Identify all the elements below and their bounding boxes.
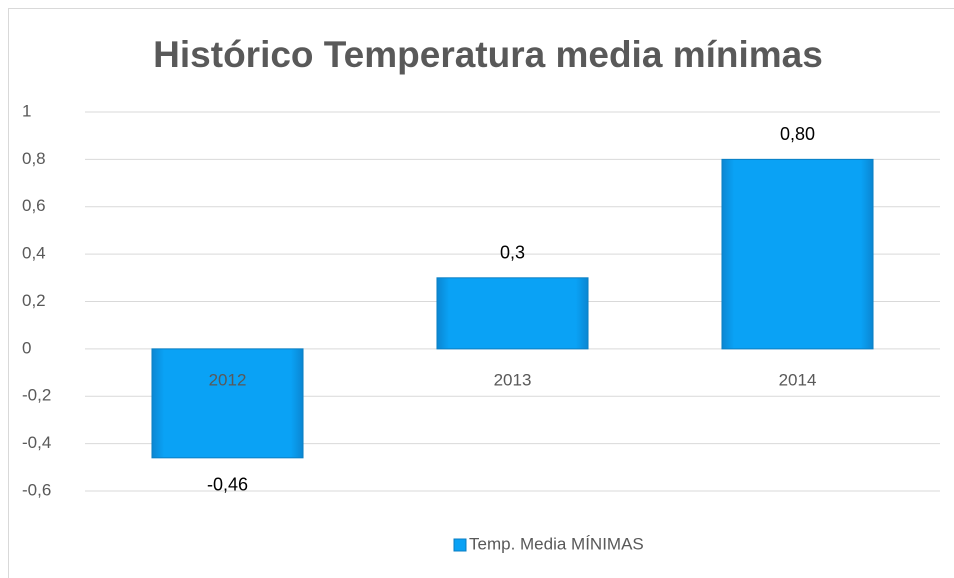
data-label: 0,3 bbox=[500, 243, 525, 263]
y-tick-label: 1 bbox=[22, 101, 31, 120]
bar bbox=[436, 277, 589, 350]
y-tick-label: -0,2 bbox=[22, 386, 51, 405]
bar bbox=[721, 158, 874, 350]
x-tick-label: 2013 bbox=[494, 370, 532, 389]
bar bbox=[151, 348, 304, 459]
y-tick-label: 0,4 bbox=[22, 244, 46, 263]
legend-label: Temp. Media MÍNIMAS bbox=[469, 534, 644, 553]
x-tick-label: 2014 bbox=[779, 370, 817, 389]
y-tick-label: -0,6 bbox=[22, 480, 51, 499]
data-label: 0,80 bbox=[780, 124, 815, 144]
data-label: -0,46 bbox=[207, 475, 248, 495]
y-tick-label: 0,8 bbox=[22, 149, 46, 168]
legend-swatch bbox=[453, 538, 467, 552]
y-tick-label: -0,4 bbox=[22, 433, 51, 452]
y-tick-label: 0,2 bbox=[22, 291, 46, 310]
y-tick-label: 0 bbox=[22, 338, 31, 357]
chart-title: Histórico Temperatura media mínimas bbox=[153, 34, 823, 75]
x-tick-label: 2012 bbox=[209, 370, 247, 389]
y-tick-label: 0,6 bbox=[22, 196, 46, 215]
